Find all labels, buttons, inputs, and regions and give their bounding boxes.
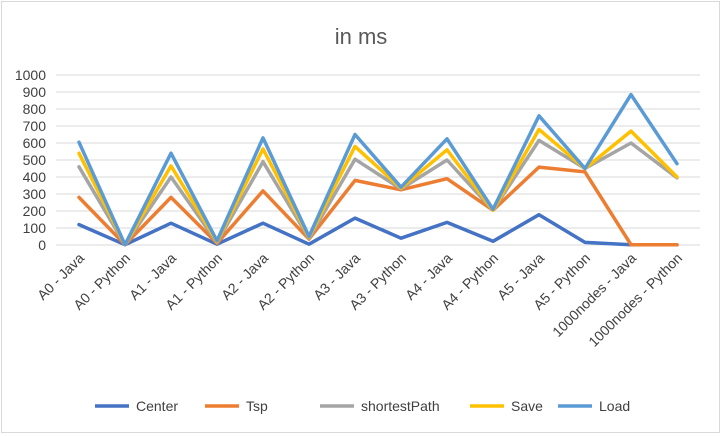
y-tick-label: 200 — [23, 203, 47, 219]
series-line-Tsp — [77, 165, 679, 247]
legend-label-Center: Center — [136, 398, 178, 414]
series-lines — [77, 92, 679, 247]
legend-label-shortestPath: shortestPath — [361, 398, 440, 414]
series-line-Load — [77, 92, 679, 247]
legend-label-Tsp: Tsp — [246, 398, 268, 414]
legend-label-Save: Save — [511, 398, 543, 414]
y-tick-label: 800 — [23, 101, 47, 117]
y-tick-label: 700 — [23, 118, 47, 134]
y-tick-label: 900 — [23, 84, 47, 100]
chart-title: in ms — [335, 24, 388, 49]
y-tick-label: 500 — [23, 152, 47, 168]
legend-label-Load: Load — [599, 398, 630, 414]
y-tick-label: 300 — [23, 186, 47, 202]
y-tick-label: 100 — [23, 220, 47, 236]
y-tick-label: 0 — [38, 237, 46, 253]
y-tick-label: 1000 — [15, 67, 46, 83]
y-tick-label: 600 — [23, 135, 47, 151]
x-tick-label: 1000nodes - Java — [549, 250, 639, 340]
y-tick-label: 400 — [23, 169, 47, 185]
series-line-Center — [77, 212, 679, 247]
legend: Center Tsp shortestPath Save Load — [95, 398, 630, 414]
